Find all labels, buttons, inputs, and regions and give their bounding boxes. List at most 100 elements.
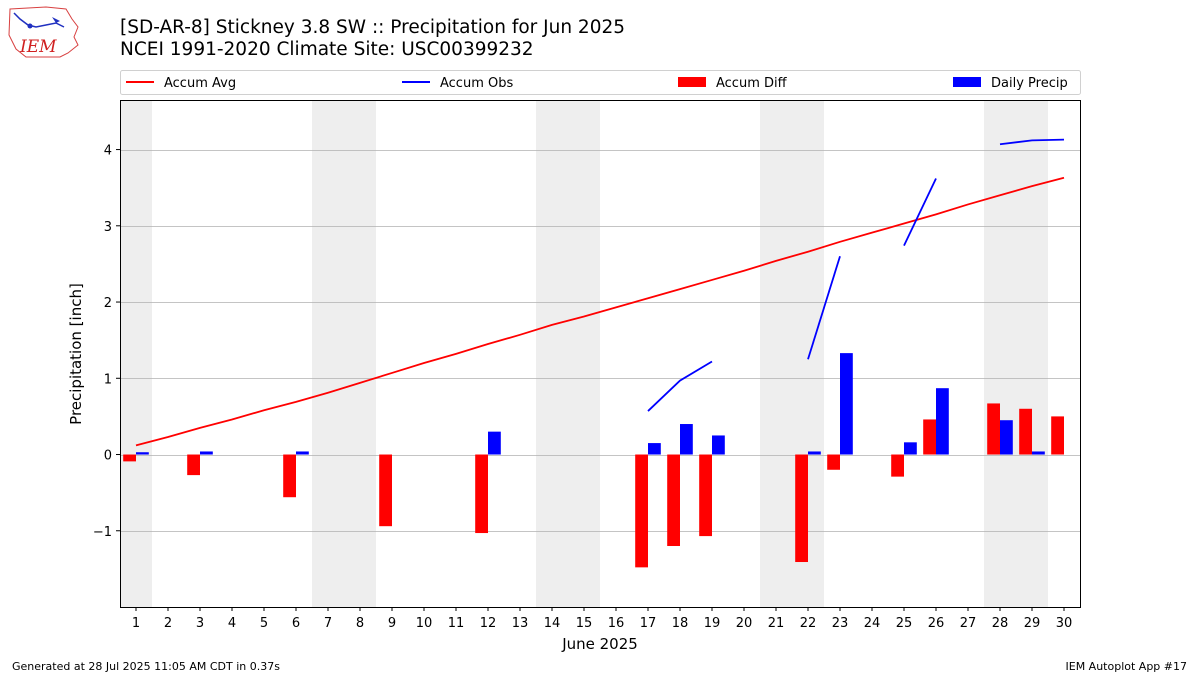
x-tick-label-21: 21: [768, 616, 785, 631]
accum-diff-bar-day-1: [123, 454, 136, 462]
x-tick-label-10: 10: [416, 616, 433, 631]
x-tick-label-26: 26: [928, 616, 945, 631]
daily-precip-bar-day-17: [648, 443, 661, 455]
accum-diff-bar-day-12: [475, 454, 488, 534]
weekend-shade-day-7: [312, 100, 344, 607]
x-tick-label-5: 5: [260, 616, 268, 631]
x-ticks: 1 2 3 4 5 6 7 8 9 10 11 12 13 14 15 16 17 18 19 20 21 22 23 24 2…: [132, 607, 1072, 631]
accum-diff-bar-day-18: [667, 454, 680, 547]
x-tick-label-7: 7: [324, 616, 332, 631]
accum-diff-bar-day-19: [699, 454, 712, 537]
x-tick-label-25: 25: [896, 616, 913, 631]
weekend-shade-day-21: [760, 100, 792, 607]
x-tick-label-27: 27: [960, 616, 977, 631]
accum-diff-bar-day-9: [379, 454, 392, 527]
accum-diff-bar-day-17: [635, 454, 648, 568]
daily-precip-bar-day-1: [136, 452, 149, 455]
x-tick-label-11: 11: [448, 616, 465, 631]
x-tick-label-28: 28: [992, 616, 1009, 631]
daily-precip-bar-day-22: [808, 451, 821, 455]
weekend-shade-day-8: [344, 100, 376, 607]
daily-precip-bar-day-6: [296, 451, 309, 455]
weekend-shade-day-15: [568, 100, 600, 607]
daily-precip-bar-day-25: [904, 442, 917, 455]
daily-precip-bar-day-12: [488, 431, 501, 455]
x-tick-label-15: 15: [576, 616, 593, 631]
x-tick-label-14: 14: [544, 616, 561, 631]
daily-precip-bar-day-3: [200, 451, 213, 455]
accum-diff-bar-day-28: [987, 403, 1000, 455]
accum-obs-lines: [647, 138, 1065, 412]
accum-diff-bar-day-22: [795, 454, 808, 563]
x-tick-label-9: 9: [388, 616, 396, 631]
accum-obs-segment-1: [647, 360, 713, 412]
legend: Accum Avg Accum Obs Accum Diff Daily Precip: [120, 70, 1081, 95]
accum-diff-bars: [123, 403, 1064, 568]
daily-precip-bar-day-29: [1032, 451, 1045, 455]
daily-precip-bar-day-26: [936, 388, 949, 455]
x-tick-label-3: 3: [196, 616, 204, 631]
footer-generated: Generated at 28 Jul 2025 11:05 AM CDT in…: [12, 660, 280, 673]
accum-diff-bar-day-26: [923, 419, 936, 455]
y-tick-label-4: 4: [104, 144, 112, 159]
legend-label-accum-obs: Accum Obs: [440, 76, 513, 91]
footer-app: IEM Autoplot App #17: [1065, 660, 1188, 673]
legend-swatch-accum-diff: [678, 77, 706, 87]
accum-diff-bar-day-3: [187, 454, 200, 476]
legend-box: [120, 70, 1081, 95]
legend-label-accum-avg: Accum Avg: [164, 76, 236, 91]
accum-diff-bar-day-6: [283, 454, 296, 498]
y-tick-label-1: 1: [104, 372, 112, 387]
accum-diff-bar-day-30: [1051, 416, 1064, 455]
y-ticks: −1 0 1 2 3 4: [93, 144, 120, 540]
x-tick-label-16: 16: [608, 616, 625, 631]
daily-precip-bars: [136, 353, 1045, 455]
daily-precip-bar-day-18: [680, 424, 693, 455]
accum-diff-bar-day-23: [827, 454, 840, 470]
weekend-shade-day-14: [536, 100, 568, 607]
x-tick-label-30: 30: [1056, 616, 1073, 631]
x-tick-label-23: 23: [832, 616, 849, 631]
logo-text: IEM: [19, 37, 57, 57]
iem-logo: IEM: [8, 6, 79, 58]
x-tick-label-29: 29: [1024, 616, 1041, 631]
x-tick-label-22: 22: [800, 616, 817, 631]
chart-subtitle: NCEI 1991-2020 Climate Site: USC00399232: [120, 39, 534, 60]
weekend-shading: [120, 100, 1048, 607]
plot-frame: [120, 100, 1081, 608]
accum-avg-line: [135, 176, 1065, 447]
chart-title: [SD-AR-8] Stickney 3.8 SW :: Precipitati…: [120, 17, 626, 38]
accum-diff-bar-day-29: [1019, 408, 1032, 455]
legend-swatch-daily-precip: [953, 77, 981, 87]
accum-obs-segment-2: [807, 256, 841, 360]
y-tick-label-2: 2: [104, 296, 112, 311]
y-tick-label-3: 3: [104, 220, 112, 235]
x-tick-label-20: 20: [736, 616, 753, 631]
daily-precip-bar-day-23: [840, 353, 853, 455]
accum-avg-line: [135, 176, 1065, 447]
x-axis-label: June 2025: [561, 635, 638, 653]
weekend-shade-day-29: [1016, 100, 1048, 607]
x-tick-label-17: 17: [640, 616, 657, 631]
x-tick-label-12: 12: [480, 616, 497, 631]
x-tick-label-19: 19: [704, 616, 721, 631]
accum-obs-segment-4: [999, 138, 1065, 146]
daily-precip-bar-day-28: [1000, 420, 1013, 455]
y-tick-label--1: −1: [93, 525, 112, 540]
y-grid: [120, 150, 1080, 532]
weekend-shade-day-28: [984, 100, 1016, 607]
legend-label-accum-diff: Accum Diff: [716, 76, 788, 91]
x-tick-label-1: 1: [132, 616, 140, 631]
x-tick-label-6: 6: [292, 616, 300, 631]
x-tick-label-8: 8: [356, 616, 364, 631]
y-tick-label-0: 0: [104, 449, 112, 464]
x-tick-label-24: 24: [864, 616, 881, 631]
x-tick-label-18: 18: [672, 616, 689, 631]
y-axis-label: Precipitation [inch]: [67, 283, 85, 425]
daily-precip-bar-day-19: [712, 435, 725, 455]
x-tick-label-13: 13: [512, 616, 529, 631]
weekend-shade-day-1: [120, 100, 152, 607]
accum-obs-segment-3: [903, 178, 937, 247]
x-tick-label-2: 2: [164, 616, 172, 631]
